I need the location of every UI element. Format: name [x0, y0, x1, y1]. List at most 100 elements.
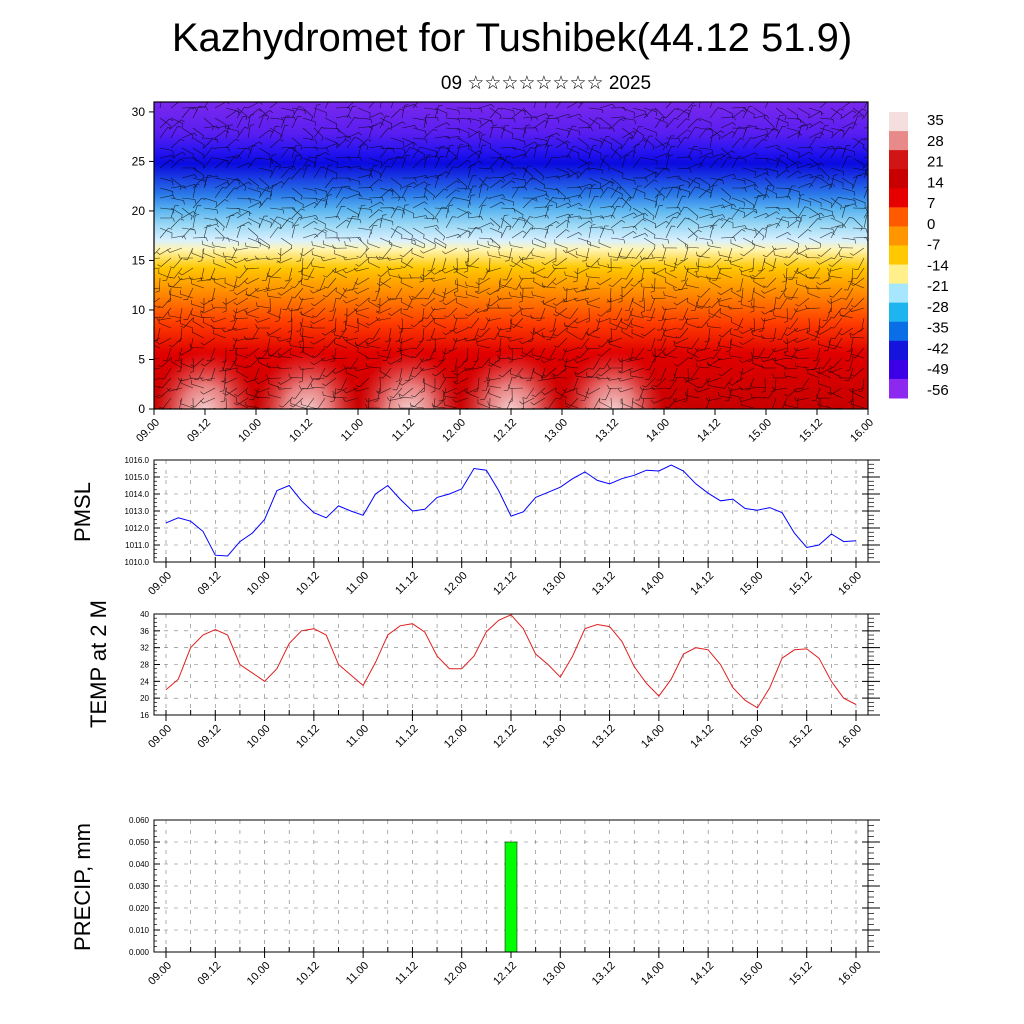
wind-barb	[266, 297, 271, 313]
wind-barb	[816, 277, 832, 286]
wind-barb	[302, 215, 319, 219]
wind-barb	[544, 135, 555, 149]
wind-barb	[786, 157, 799, 169]
wind-barb	[841, 216, 854, 229]
wind-barb	[670, 257, 678, 272]
wind-barb	[214, 227, 225, 242]
wind-barb	[214, 181, 230, 189]
wind-barb	[335, 197, 348, 209]
precip-xtick-label: 10.12	[294, 960, 322, 988]
wind-barb	[321, 327, 337, 336]
xs-ytick-label: 10	[132, 303, 146, 317]
wind-barb	[387, 307, 403, 316]
wind-barb	[808, 218, 822, 229]
precip-xtick-label: 10.00	[245, 960, 273, 988]
wind-barb	[720, 236, 736, 242]
colorbar-swatch	[889, 283, 908, 304]
wind-barb	[388, 397, 392, 409]
wind-barb	[752, 240, 766, 249]
wind-barb	[641, 327, 656, 337]
wind-barb	[736, 277, 744, 292]
wind-barb	[610, 219, 626, 229]
temp-xtick-label: 16.00	[836, 723, 864, 751]
wind-barb	[830, 317, 843, 329]
wind-barb	[200, 307, 216, 314]
colorbar-swatch	[889, 340, 908, 361]
wind-barb	[852, 167, 867, 175]
wind-barb	[829, 388, 843, 399]
wind-barb	[254, 287, 271, 292]
wind-barb	[753, 194, 770, 199]
wind-barb	[537, 367, 546, 382]
wind-barb	[220, 387, 227, 403]
wind-barb	[826, 367, 843, 374]
wind-barb	[409, 273, 425, 279]
wind-barb	[255, 323, 271, 329]
wind-barb	[456, 144, 464, 159]
wind-barb	[530, 397, 546, 406]
xs-xtick-label: 09.12	[185, 417, 213, 445]
wind-barb	[607, 257, 612, 273]
wind-barb	[234, 277, 249, 288]
wind-barb	[654, 187, 667, 199]
wind-barb	[609, 340, 623, 349]
wind-barb	[599, 127, 615, 132]
wind-barb	[346, 105, 357, 119]
wind-barb	[518, 287, 524, 303]
wind-barb	[566, 113, 583, 119]
wind-barb	[676, 217, 690, 229]
wind-barb	[463, 257, 469, 273]
wind-barb	[841, 127, 854, 139]
wind-barb	[343, 364, 359, 369]
wind-barb	[225, 107, 240, 116]
wind-barb	[753, 287, 766, 299]
wind-barb	[520, 347, 535, 358]
wind-barb	[599, 137, 613, 148]
wind-barb	[467, 194, 476, 209]
wind-barb	[617, 377, 634, 382]
wind-barb	[423, 237, 436, 249]
wind-barb	[543, 277, 557, 288]
wind-barb	[313, 151, 329, 159]
wind-barb	[335, 135, 352, 140]
wind-barb	[610, 167, 624, 178]
wind-barb	[192, 317, 205, 329]
wind-barb	[445, 216, 457, 229]
precip-ytick-label: 0.030	[129, 882, 150, 891]
wind-barb	[225, 397, 227, 409]
wind-barb	[643, 237, 656, 249]
wind-barb	[621, 136, 634, 149]
wind-barb	[750, 383, 766, 389]
wind-barb	[400, 257, 414, 269]
wind-barb	[346, 177, 361, 186]
wind-barb	[331, 317, 337, 333]
wind-barb	[687, 102, 695, 109]
wind-barb	[154, 367, 161, 370]
wind-barb	[332, 244, 348, 249]
wind-barb	[353, 267, 370, 272]
wind-barb	[312, 307, 326, 318]
wind-barb	[277, 287, 293, 296]
wind-barb	[371, 287, 381, 301]
wind-barb	[280, 167, 294, 179]
colorbar-swatch	[889, 188, 908, 208]
wind-barb	[775, 126, 787, 139]
wind-barb	[555, 155, 572, 160]
wind-barb	[269, 154, 277, 169]
wind-barb	[368, 297, 381, 309]
wind-barb	[154, 316, 161, 319]
wind-barb	[269, 184, 277, 199]
wind-barb	[521, 348, 535, 359]
wind-barb	[773, 250, 788, 259]
wind-barb	[654, 237, 670, 244]
wind-barb	[245, 310, 260, 319]
pmsl-panel: PMSL 1010.01011.01012.01013.01014.01015.…	[70, 456, 880, 598]
wind-barb	[764, 187, 777, 198]
wind-barb	[805, 317, 810, 333]
wind-barb	[346, 132, 362, 139]
wind-barb	[335, 407, 337, 409]
wind-barb	[630, 277, 645, 287]
wind-barb	[412, 196, 428, 201]
wind-barb	[841, 155, 852, 169]
wind-barb	[750, 275, 766, 280]
